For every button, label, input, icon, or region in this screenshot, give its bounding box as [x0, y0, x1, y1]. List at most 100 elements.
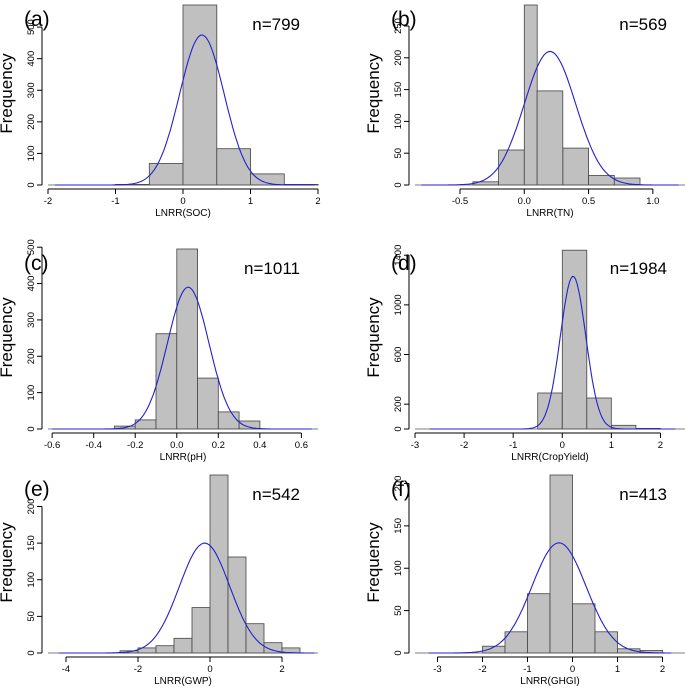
normal-density-curve — [54, 34, 315, 186]
y-axis-label: Frequency — [0, 297, 16, 378]
x-tick-label: 1 — [615, 664, 620, 675]
y-axis: 0 100 200 300 400 500 Frequency — [0, 19, 43, 188]
y-tick-label: 100 — [26, 572, 37, 588]
x-axis-label: LNRR(GHGI) — [520, 676, 579, 687]
y-axis-label: Frequency — [364, 53, 383, 134]
x-tick-label: 0.0 — [170, 440, 183, 451]
y-axis: 0 200 600 1000 1400 Frequency — [364, 245, 410, 432]
normal-density-curve — [429, 275, 676, 430]
x-tick-label: -1 — [111, 196, 119, 207]
panel-label: (a) — [24, 8, 50, 31]
sample-size-label: n=542 — [252, 485, 300, 504]
x-tick-label: -3 — [433, 664, 441, 675]
x-axis-label: LNRR(pH) — [160, 452, 207, 463]
histogram-bar — [536, 90, 564, 186]
y-tick-label: 200 — [393, 50, 404, 66]
y-axis: 0 50 100 150 200 Frequency — [0, 499, 43, 656]
y-tick-label: 200 — [26, 348, 37, 364]
y-tick-label: 50 — [393, 148, 404, 159]
y-tick-label: 0 — [393, 182, 404, 187]
x-tick-label: 0.6 — [295, 440, 308, 451]
histogram-panel-a: -2 -1 0 1 2LNRR(SOC)0100200300400500Frequenc… — [0, 4, 321, 219]
y-tick-label: 0 — [393, 650, 404, 655]
y-tick-label: 0 — [393, 426, 404, 431]
y-axis: 0 100 200 300 400 500 Frequency — [0, 239, 43, 432]
y-tick-label: 0 — [26, 650, 37, 655]
x-tick-label: 2 — [279, 664, 284, 675]
y-axis-label: Frequency — [0, 53, 16, 134]
histogram-bar — [209, 474, 229, 654]
x-tick-label: -2 — [134, 664, 142, 675]
sample-size-label: n=413 — [619, 485, 667, 504]
x-tick-label: -2 — [44, 196, 52, 207]
panel-label: (f) — [391, 478, 411, 501]
sample-size-label: n=569 — [619, 15, 667, 34]
x-tick-label: -4 — [62, 664, 70, 675]
x-axis: -3 -2 -1 0 1 2 LNRR(CropYield) — [411, 432, 663, 463]
y-axis: 0 50 100 150 200 250 Frequency — [364, 18, 410, 188]
x-axis: -0.6 -0.4 -0.2 0.0 0.2 0.4 0.6 LNRR(pH) — [44, 432, 308, 463]
x-tick-label: 0.5 — [582, 196, 595, 207]
x-tick-label: -0.4 — [86, 440, 102, 451]
y-tick-label: 300 — [26, 312, 37, 328]
normal-density-curve — [52, 286, 312, 430]
x-tick-label: -0.5 — [452, 196, 468, 207]
normal-density-curve — [428, 542, 672, 654]
y-tick-label: 500 — [26, 19, 37, 35]
x-tick-label: 0.0 — [518, 196, 531, 207]
x-tick-label: 2 — [658, 440, 663, 451]
y-tick-label: 0 — [26, 182, 37, 187]
x-tick-label: -2 — [460, 440, 468, 451]
sample-size-label: n=799 — [252, 15, 300, 34]
y-tick-label: 100 — [393, 113, 404, 129]
histogram-panel-d: -3 -2 -1 0 1 2LNRR(CropYield)020060010001400F… — [364, 245, 685, 463]
x-axis: -4 -2 0 2 LNRR(GWP) — [62, 656, 285, 687]
x-tick-label: -1 — [509, 440, 517, 451]
x-tick-label: 1 — [248, 196, 253, 207]
x-axis: -2 -1 0 1 2 LNRR(SOC) — [44, 188, 321, 219]
histogram-bar — [527, 593, 551, 654]
y-tick-label: 200 — [26, 499, 37, 515]
x-tick-label: 0 — [560, 440, 565, 451]
panel-label: (e) — [24, 478, 50, 501]
histogram-bar — [594, 631, 618, 654]
histogram-bar — [197, 377, 219, 430]
x-tick-label: -3 — [411, 440, 419, 451]
y-tick-label: 300 — [26, 82, 37, 98]
x-tick-label: 0.2 — [212, 440, 225, 451]
panel-label: (d) — [391, 252, 417, 275]
histogram-bar — [549, 474, 573, 654]
y-tick-label: 600 — [393, 347, 404, 363]
histogram-bar — [176, 248, 199, 430]
x-tick-label: 2 — [315, 196, 320, 207]
y-tick-label: 1000 — [393, 294, 404, 315]
x-tick-label: -1 — [523, 664, 531, 675]
histogram-bar — [173, 637, 193, 654]
histogram-bar — [586, 397, 612, 430]
y-tick-label: 400 — [26, 276, 37, 292]
x-axis-label: LNRR(TN) — [526, 208, 573, 219]
y-tick-label: 100 — [393, 560, 404, 576]
y-tick-label: 50 — [26, 611, 37, 622]
histogram-bar — [504, 631, 528, 654]
y-tick-label: 150 — [26, 535, 37, 551]
sample-size-label: n=1984 — [610, 259, 667, 278]
y-axis-label: Frequency — [0, 522, 16, 603]
sample-size-label: n=1011 — [244, 259, 300, 278]
y-axis: 0 50 100 150 200 Frequency — [364, 476, 410, 656]
histogram-panel-c: -0.6 -0.4 -0.2 0.0 0.2 0.4 0.6 LNRR(pH) 0 100 200 3… — [0, 239, 318, 463]
y-tick-label: 150 — [393, 518, 404, 534]
x-axis-label: LNRR(GWP) — [154, 676, 212, 687]
y-tick-label: 400 — [26, 51, 37, 67]
x-tick-label: 0 — [180, 196, 185, 207]
x-tick-label: 0.4 — [253, 440, 266, 451]
histogram-bar — [148, 163, 184, 186]
histogram-bar — [155, 645, 175, 654]
y-axis-label: Frequency — [364, 522, 383, 603]
histogram-panel-e: -4 -2 0 2 LNRR(GWP) 0 50 100 150 200 Frequency(e) n… — [0, 474, 318, 687]
panel-label: (c) — [24, 252, 49, 275]
y-tick-label: 250 — [393, 18, 404, 34]
y-tick-label: 200 — [393, 476, 404, 492]
normal-density-curve — [421, 50, 679, 186]
